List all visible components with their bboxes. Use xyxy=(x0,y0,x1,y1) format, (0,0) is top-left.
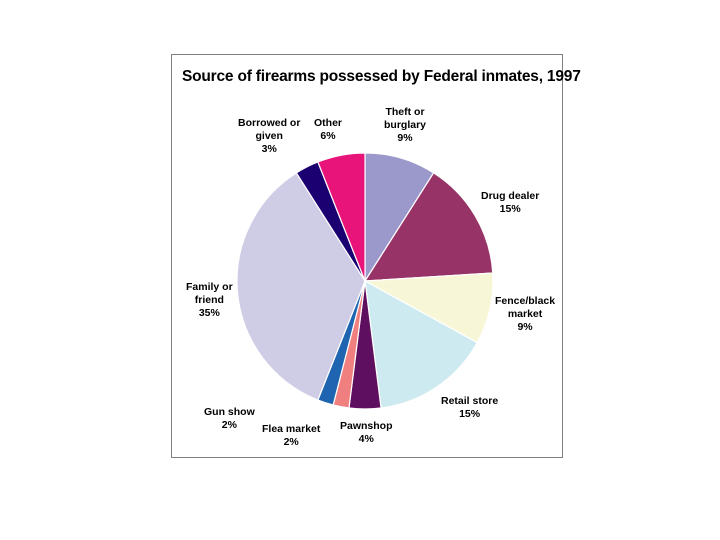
pie-slice-other xyxy=(317,152,366,282)
label-value: 35% xyxy=(198,307,220,319)
label-line: Other xyxy=(314,117,343,129)
slice-label-pawnshop: Pawnshop 4% xyxy=(340,420,393,446)
chart-title: Source of firearms possessed by Federal … xyxy=(182,68,581,85)
label-line: Borrowed or xyxy=(238,117,301,129)
label-value: 3% xyxy=(261,143,277,155)
chart-frame: Source of firearms possessed by Federal … xyxy=(171,54,581,458)
slice-label-family-or-friend: Family or friend 35% xyxy=(186,281,233,320)
pie-slice-retail-store xyxy=(364,279,478,409)
label-line: Gun show xyxy=(204,406,255,418)
label-line: friend xyxy=(194,294,224,306)
label-line: Theft or xyxy=(385,106,425,118)
slice-label-borrowed-or-given: Borrowed or given 3% xyxy=(238,117,300,156)
label-value: 9% xyxy=(397,132,413,144)
label-value: 2% xyxy=(221,419,237,431)
label-line: Fence/black xyxy=(495,295,556,307)
slice-label-gun-show: Gun show 2% xyxy=(204,406,255,432)
label-line: Drug dealer xyxy=(481,190,540,202)
label-line: Pawnshop xyxy=(340,420,393,432)
label-line: Family or xyxy=(186,281,233,293)
slice-label-other: Other 6% xyxy=(314,117,342,143)
label-value: 2% xyxy=(283,436,299,448)
label-line: market xyxy=(507,308,543,320)
label-value: 6% xyxy=(320,130,336,142)
label-line: burglary xyxy=(384,119,427,131)
label-value: 4% xyxy=(358,433,374,445)
label-line: Flea market xyxy=(262,423,321,435)
slice-label-fence-black-market: Fence/black market 9% xyxy=(495,295,555,334)
pie-chart xyxy=(236,152,494,410)
slice-label-flea-market: Flea market 2% xyxy=(262,423,320,449)
pie-slice-family-or-friend xyxy=(236,172,366,401)
label-value: 15% xyxy=(499,203,521,215)
label-line: given xyxy=(255,130,283,142)
label-value: 9% xyxy=(517,321,533,333)
label-line: Retail store xyxy=(441,395,499,407)
slice-label-drug-dealer: Drug dealer 15% xyxy=(481,190,539,216)
pie-slice-drug-dealer xyxy=(363,172,494,282)
label-value: 15% xyxy=(459,408,481,420)
slice-label-retail-store: Retail store 15% xyxy=(441,395,498,421)
slice-label-theft-or-burglary: Theft or burglary 9% xyxy=(384,106,426,145)
